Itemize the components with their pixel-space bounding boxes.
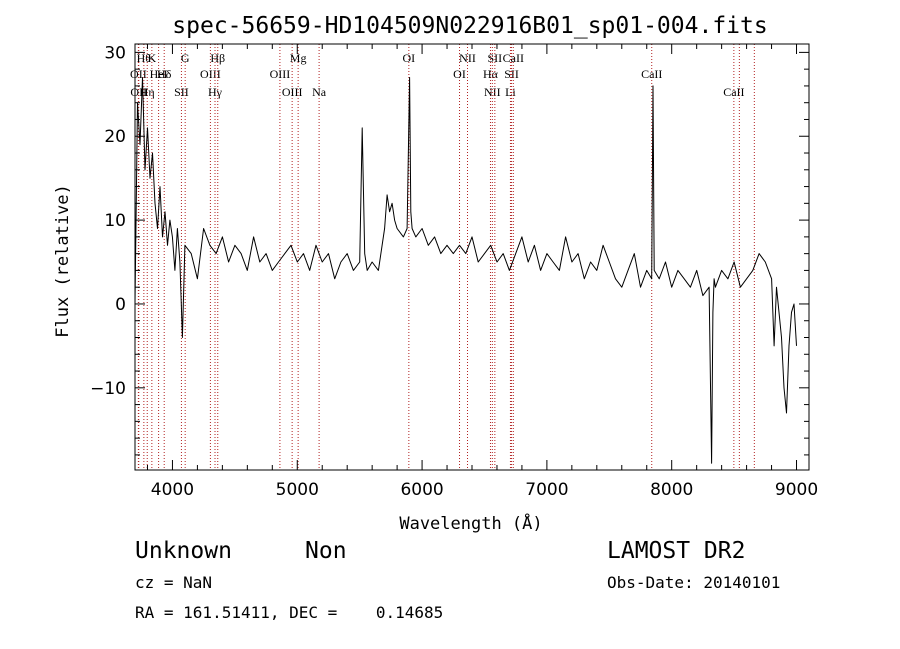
line-marker-label-20: NII bbox=[484, 85, 501, 99]
chart-title: spec-56659-HD104509N022916B01_sp01-004.f… bbox=[172, 13, 767, 39]
line-marker-label-7: SII bbox=[174, 85, 189, 99]
x-tick-label-2: 6000 bbox=[400, 480, 443, 500]
line-marker-label-14: Mg bbox=[290, 51, 307, 65]
line-marker-label-13: OIII bbox=[282, 85, 303, 99]
redshift-value: cz = NaN bbox=[135, 573, 213, 592]
y-tick-label-4: −10 bbox=[90, 379, 126, 399]
line-marker-label-19: Hα bbox=[483, 67, 499, 81]
line-marker-label-25: CaII bbox=[641, 67, 662, 81]
line-marker-label-16: OI bbox=[403, 51, 416, 65]
line-marker-label-11: Hβ bbox=[210, 51, 225, 65]
line-marker-label-8: G bbox=[181, 51, 190, 65]
line-marker-label-3: Hη bbox=[140, 85, 155, 99]
class-label: Unknown bbox=[135, 538, 232, 564]
plot-frame bbox=[134, 43, 810, 471]
axes: 4000 5000 6000 7000 8000 9000 30 20 10 0 −10 bbox=[90, 43, 818, 500]
line-marker-label-10: Hγ bbox=[208, 85, 223, 99]
survey-label: LAMOST DR2 bbox=[607, 538, 746, 564]
line-marker-label-5: HeI bbox=[150, 67, 168, 81]
line-marker-label-2: Hθ bbox=[137, 51, 152, 65]
x-tick-label-0: 4000 bbox=[151, 480, 194, 500]
line-marker-label-24: CaII bbox=[503, 51, 524, 65]
x-tick-label-3: 7000 bbox=[525, 480, 568, 500]
y-axis-label: Flux (relative) bbox=[53, 184, 73, 338]
y-tick-label-3: 0 bbox=[115, 295, 126, 315]
subclass-label: Non bbox=[305, 538, 347, 564]
line-marker-label-22: Li bbox=[505, 85, 516, 99]
x-tick-label-1: 5000 bbox=[276, 480, 319, 500]
line-marker-label-26: CaII bbox=[723, 85, 744, 99]
spectrum-series bbox=[134, 77, 797, 464]
coordinates: RA = 161.51411, DEC = 0.14685 bbox=[135, 603, 444, 622]
y-tick-label-0: 30 bbox=[104, 43, 126, 63]
y-tick-label-2: 10 bbox=[104, 211, 126, 231]
emission-line-markers: OIIOIIHθHηKHeIHδSIIGOIIIHγHβOIIIOIIIMgNa… bbox=[130, 44, 755, 470]
spectrum-line-0 bbox=[134, 77, 797, 464]
line-marker-label-21: SII bbox=[488, 51, 503, 65]
x-tick-label-5: 9000 bbox=[775, 480, 818, 500]
line-marker-label-9: OIII bbox=[200, 67, 221, 81]
line-marker-label-15: Na bbox=[312, 85, 327, 99]
line-marker-label-12: OIII bbox=[270, 67, 291, 81]
y-tick-label-1: 20 bbox=[104, 127, 126, 147]
line-marker-label-4: K bbox=[148, 51, 157, 65]
line-marker-label-17: OI bbox=[453, 67, 466, 81]
obs-date: Obs-Date: 20140101 bbox=[607, 573, 781, 592]
line-marker-label-18: NII bbox=[459, 51, 476, 65]
line-marker-label-23: SII bbox=[504, 67, 519, 81]
x-tick-label-4: 8000 bbox=[650, 480, 693, 500]
line-marker-label-6: Hδ bbox=[157, 67, 172, 81]
x-axis-label: Wavelength (Å) bbox=[399, 512, 542, 534]
